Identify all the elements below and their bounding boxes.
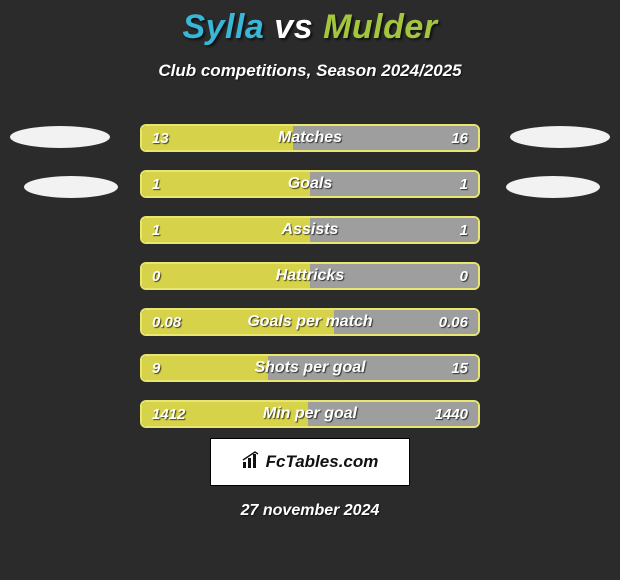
title-player1: Sylla (182, 8, 264, 46)
chart-icon (242, 451, 262, 474)
comparison-bars: 1316Matches 11Goals 11Assists 00Hattricks 0.… (140, 124, 480, 446)
player2-avatar-large (510, 126, 610, 148)
footer-date: 27 november 2024 (0, 502, 620, 520)
bar-right-fill (334, 310, 478, 334)
bar-right-fill (310, 264, 478, 288)
bar-right-fill (310, 172, 478, 196)
bar-row: 1316Matches (140, 124, 480, 152)
bar-row: 11Assists (140, 216, 480, 244)
bar-left-fill (142, 126, 293, 150)
bar-left-fill (142, 172, 310, 196)
title-vs: vs (274, 8, 313, 46)
subtitle: Club competitions, Season 2024/2025 (0, 61, 620, 81)
footer-attribution: FcTables.com (210, 438, 410, 486)
bar-left-fill (142, 264, 310, 288)
bar-row: 14121440Min per goal (140, 400, 480, 428)
bar-right-fill (308, 402, 478, 426)
page-root: Sylla vs Mulder Club competitions, Seaso… (0, 0, 620, 580)
bar-row: 0.080.06Goals per match (140, 308, 480, 336)
bar-right-fill (310, 218, 478, 242)
bar-left-fill (142, 356, 268, 380)
page-title: Sylla vs Mulder (0, 0, 620, 47)
player2-avatar-small (506, 176, 600, 198)
player1-avatar-small (24, 176, 118, 198)
bar-right-fill (293, 126, 478, 150)
bar-left-fill (142, 310, 334, 334)
bar-left-fill (142, 218, 310, 242)
bar-right-fill (268, 356, 478, 380)
title-player2: Mulder (323, 8, 437, 46)
bar-left-fill (142, 402, 308, 426)
footer-brand: FcTables.com (266, 452, 379, 472)
player1-avatar-large (10, 126, 110, 148)
bar-row: 11Goals (140, 170, 480, 198)
bar-row: 00Hattricks (140, 262, 480, 290)
bar-row: 915Shots per goal (140, 354, 480, 382)
